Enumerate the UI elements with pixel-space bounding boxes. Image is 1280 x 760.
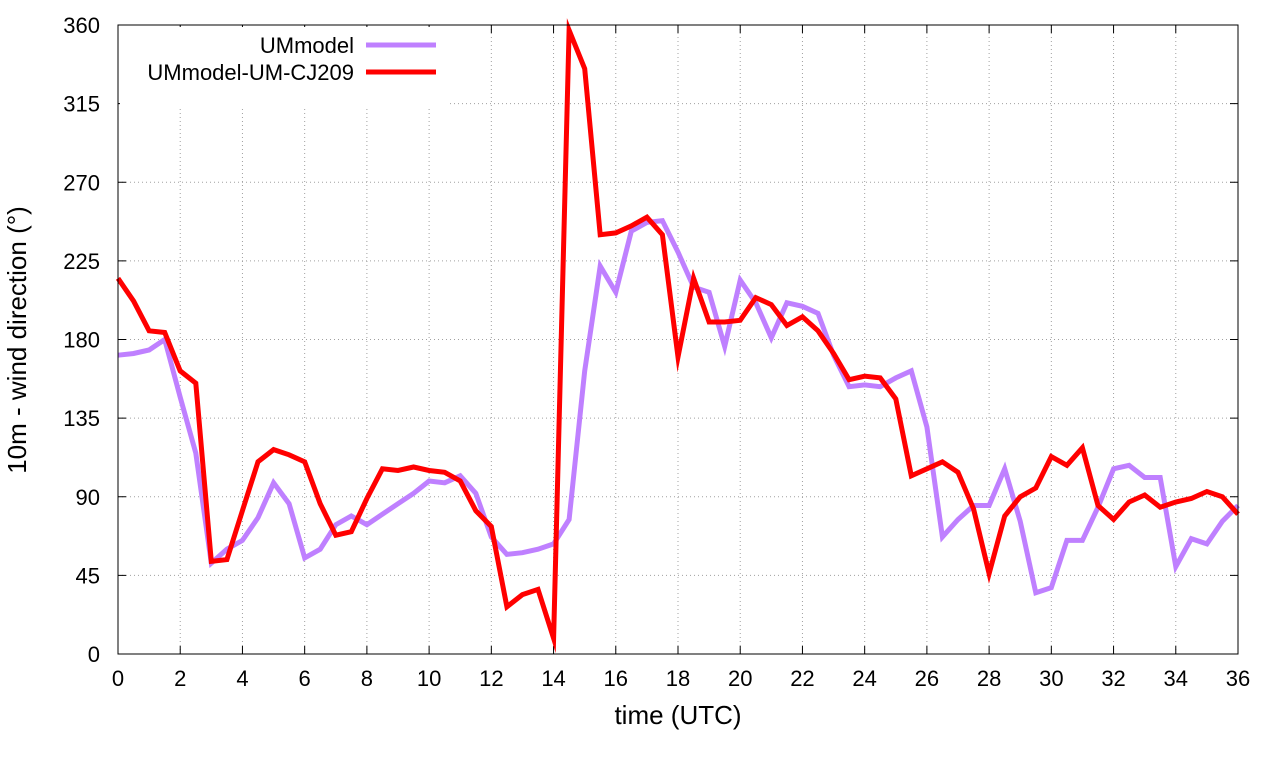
x-tick-label: 22 [790,666,814,691]
x-tick-label: 26 [915,666,939,691]
x-tick-label: 32 [1101,666,1125,691]
x-tick-label: 10 [417,666,441,691]
series-line-2 [115,18,1240,654]
x-tick-label: 18 [666,666,690,691]
y-tick-label: 45 [76,563,100,588]
x-tick-label: 4 [236,666,248,691]
x-tick-label: 2 [174,666,186,691]
y-tick-label: 225 [63,249,100,274]
y-tick-label: 90 [76,485,100,510]
y-tick-label: 360 [63,13,100,38]
x-tick-label: 12 [479,666,503,691]
legend-label-2: UMmodel-UM-CJ209 [147,60,354,85]
x-tick-label: 28 [977,666,1001,691]
y-tick-label: 270 [63,170,100,195]
x-tick-label: 34 [1164,666,1188,691]
y-tick-label: 135 [63,406,100,431]
x-tick-label: 36 [1226,666,1250,691]
x-tick-label: 20 [728,666,752,691]
x-axis-title: time (UTC) [614,700,741,730]
legend-background [120,27,448,107]
x-tick-label: 8 [361,666,373,691]
series-line-1 [117,218,1240,597]
y-tick-label: 315 [63,92,100,117]
x-tick-label: 14 [541,666,565,691]
x-tick-label: 30 [1039,666,1063,691]
y-tick-label: 0 [88,642,100,667]
x-tick-label: 16 [604,666,628,691]
grid [118,25,1238,654]
y-axis-title: 10m - wind direction (°) [2,206,32,474]
x-tick-label: 24 [852,666,876,691]
y-tick-labels: 0 45 90 135 180 225 270 315 360 [63,13,100,667]
x-tick-label: 6 [299,666,311,691]
y-tick-label: 180 [63,328,100,353]
plot-border [117,24,1239,655]
x-tick-label: 0 [112,666,124,691]
series-lines [115,18,1240,654]
x-tick-labels: 0 2 4 6 8 10 12 14 16 18 20 22 24 26 28 30 32 34 36 [112,666,1250,691]
legend-label-1: UMmodel [260,33,354,58]
